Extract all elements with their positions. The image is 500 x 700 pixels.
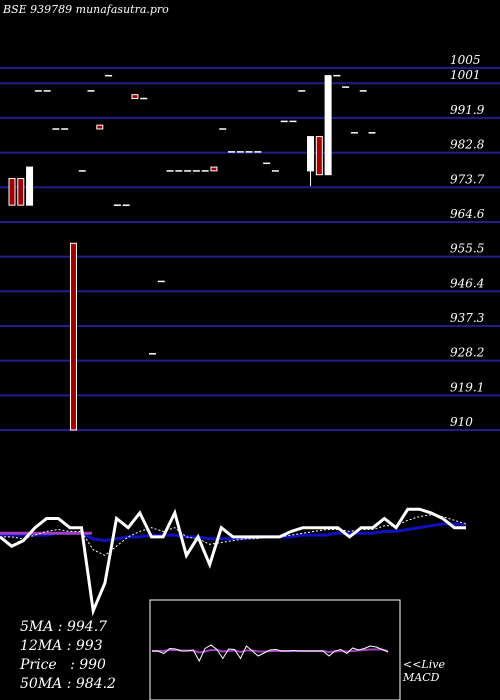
candle-body xyxy=(324,75,332,176)
candle-flat xyxy=(122,204,130,206)
price-readout: Price : 990 xyxy=(20,657,106,673)
price-line xyxy=(0,507,466,617)
candle-flat xyxy=(368,132,376,134)
candle-body xyxy=(69,242,77,431)
ma12-readout: 12MA : 993 xyxy=(20,638,103,654)
candle-flat xyxy=(359,90,367,92)
ma5-readout: 5MA : 994.7 xyxy=(20,619,108,635)
candle-flat xyxy=(192,170,200,172)
candle-flat xyxy=(245,151,253,153)
candle-flat xyxy=(61,128,69,130)
candle-flat xyxy=(236,151,244,153)
candle-flat xyxy=(52,128,60,130)
macd-caption: <<Live MACD xyxy=(403,658,445,684)
candle-flat xyxy=(78,170,86,172)
price-tick-label: 919.1 xyxy=(450,380,484,394)
candle-flat xyxy=(140,97,148,100)
candle-flat xyxy=(263,162,271,165)
candle-flat xyxy=(175,170,183,172)
candle-flat xyxy=(34,90,42,92)
ma-fast-line xyxy=(0,514,467,556)
candle-body xyxy=(26,166,34,206)
price-tick-label: 991.9 xyxy=(450,103,485,117)
candle-flat xyxy=(350,132,358,134)
candle-flat xyxy=(113,204,121,206)
price-tick-label: 937.3 xyxy=(450,311,485,325)
macd-line xyxy=(152,644,389,663)
candle-flat xyxy=(43,90,51,92)
stats-block: 5MA : 994.7 12MA : 993 Price : 990 50MA … xyxy=(20,618,116,694)
price-tick-label: 1005 xyxy=(450,53,481,67)
candle-body xyxy=(307,136,315,172)
candle-flat xyxy=(271,170,279,172)
candle-body xyxy=(17,178,25,206)
ma50-readout: 50MA : 984.2 xyxy=(20,676,116,692)
candle-flat xyxy=(280,120,288,123)
macd-caption-live: <<Live xyxy=(403,658,445,671)
candle-flat xyxy=(105,74,113,77)
candle-body xyxy=(96,124,104,130)
candle-body xyxy=(8,178,16,206)
candle-flat xyxy=(289,120,297,123)
moving-average-panel xyxy=(0,507,467,617)
candle-flat xyxy=(87,90,95,92)
candle-flat xyxy=(148,353,156,355)
price-tick-label: 973.7 xyxy=(450,172,485,186)
price-tick-label: 964.6 xyxy=(450,207,485,221)
candle-body xyxy=(315,136,323,176)
candle-flat xyxy=(254,151,262,153)
candle-body xyxy=(131,94,139,99)
macd-panel xyxy=(149,599,401,700)
candle-flat xyxy=(342,86,350,88)
price-grid xyxy=(0,67,500,431)
price-tick-label: 910 xyxy=(450,415,473,429)
price-tick-label: 982.8 xyxy=(450,138,485,152)
price-tick-label: 955.5 xyxy=(450,242,484,256)
candle-flat xyxy=(184,170,192,172)
macd-caption-macd: MACD xyxy=(403,671,440,684)
candle-flat xyxy=(166,170,174,172)
price-tick-label: 928.2 xyxy=(450,346,484,360)
candle-flat xyxy=(298,90,306,92)
candle-flat xyxy=(157,280,165,283)
candle-flat xyxy=(201,170,209,172)
price-tick-label: 946.4 xyxy=(450,276,484,290)
price-tick-label: 1001 xyxy=(450,68,481,82)
candlesticks xyxy=(8,74,376,431)
candle-flat xyxy=(228,151,236,153)
candle-flat xyxy=(333,74,341,77)
candle-body xyxy=(210,166,218,172)
candle-flat xyxy=(219,128,227,130)
chart-title: BSE 939789 munafasutra.pro xyxy=(3,3,169,16)
